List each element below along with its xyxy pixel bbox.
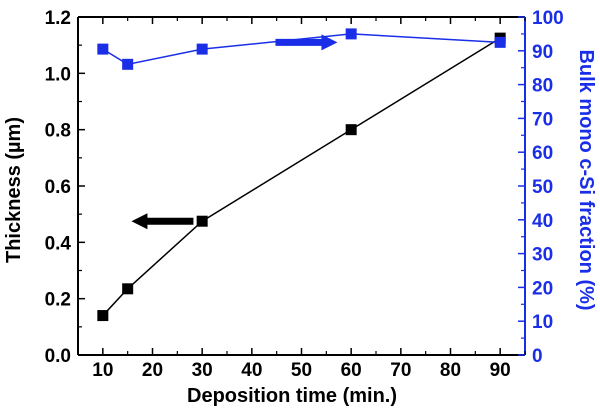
- y-right-tick-label: 70: [532, 109, 553, 130]
- series-0-marker: [97, 310, 109, 322]
- y-right-tick-label: 80: [532, 76, 553, 97]
- series-0-marker: [345, 124, 357, 136]
- annotation-layer: [131, 34, 338, 230]
- y-left-axis-title: Thickness (µm): [3, 117, 25, 263]
- series-1-marker: [494, 36, 506, 48]
- series-1-line: [102, 33, 501, 66]
- x-tick-label: 50: [291, 360, 312, 381]
- y-right-tick-label: 10: [532, 312, 553, 333]
- y-left-tick-label: 1.2: [45, 8, 71, 29]
- arrow-right-icon: [275, 34, 338, 51]
- x-tick-label: 80: [440, 360, 461, 381]
- y-left-tick-label: 0.2: [45, 290, 71, 311]
- y-right-axis: 0 10 20 30 40 50 60 70 80 90 100: [518, 8, 564, 367]
- y-left-axis: 0.0 0.2 0.4 0.6 0.8 1.0 1.2: [45, 8, 85, 367]
- y-right-tick-label: 30: [532, 245, 553, 266]
- y-right-tick-label: 20: [532, 278, 553, 299]
- y-left-tick-label: 0.4: [45, 233, 72, 254]
- series-0-line: [102, 37, 501, 317]
- x-tick-label: 30: [192, 360, 213, 381]
- y-right-tick-label: 40: [532, 211, 553, 232]
- y-right-tick-label: 60: [532, 143, 553, 164]
- x-axis-title: Deposition time (min.): [187, 385, 397, 407]
- y-left-tick-label: 0.0: [45, 346, 71, 367]
- x-tick-label: 70: [390, 360, 411, 381]
- x-tick-label: 20: [142, 360, 163, 381]
- series-1-marker: [97, 43, 109, 55]
- y-left-tick-label: 1.0: [45, 64, 71, 85]
- y-left-tick-label: 0.8: [45, 121, 71, 142]
- x-axis: 10 20 30 40 50 60 70 80 90: [77, 17, 526, 381]
- series-1-marker: [345, 28, 357, 40]
- x-tick-label: 40: [241, 360, 262, 381]
- series-1-marker: [122, 58, 134, 70]
- y-right-tick-label: 90: [532, 42, 553, 63]
- series-layer: [97, 28, 506, 322]
- series-0-marker: [196, 215, 208, 227]
- y-right-tick-label: 50: [532, 177, 553, 198]
- plot-frame: [77, 16, 526, 356]
- x-tick-label: 10: [92, 360, 113, 381]
- y-right-tick-label: 0: [532, 346, 543, 367]
- x-tick-label: 90: [490, 360, 511, 381]
- y-right-axis-title: Bulk mono c-Si fraction (%): [575, 49, 597, 310]
- y-right-tick-label: 100: [532, 8, 564, 29]
- x-tick-label: 60: [341, 360, 362, 381]
- y-left-tick-label: 0.6: [45, 177, 71, 198]
- arrow-left-icon: [131, 213, 194, 230]
- series-1-marker: [196, 43, 208, 55]
- series-0-marker: [122, 283, 134, 295]
